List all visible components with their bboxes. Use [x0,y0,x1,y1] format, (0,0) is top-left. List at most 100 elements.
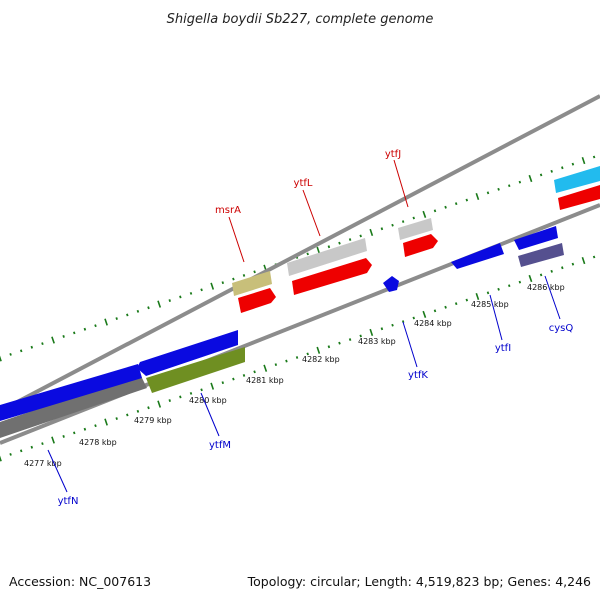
gene-label-ytfJ: ytfJ [385,149,401,160]
inner-tick [83,427,87,431]
leader-ytfL [302,189,321,237]
inner-tick [592,255,596,259]
outer-tick [327,245,331,249]
gene-darkgrey-block [0,374,147,438]
tick-label-4279: 4279 kbp [134,416,172,425]
gene-cyan-block [554,166,600,193]
inner-tick [581,257,586,265]
outer-tick [253,270,256,274]
outer-tick [200,288,203,292]
inner-tick [327,345,331,349]
outer-tick [126,313,129,317]
inner-tick [561,266,564,270]
tick-label-4280: 4280 kbp [189,396,227,405]
gene-label-ytfN: ytfN [58,496,79,507]
label-leaders [47,159,561,493]
outer-tick [592,155,596,159]
inner-tick [115,417,118,420]
cds-ytfI [451,243,504,269]
outer-tick [19,349,23,353]
inner-tick [518,280,522,284]
inner-tick [338,341,341,345]
cds-forward-edge [558,185,600,210]
outer-tick [465,198,469,202]
outer-tick [454,202,458,206]
outer-tick [561,166,564,170]
outer-tick [242,274,246,277]
inner-tick [391,323,394,327]
tick-label-4282: 4282 kbp [302,355,340,364]
outer-tick [73,331,76,335]
outer-tick [0,355,2,362]
outer-tick [51,336,55,344]
inner-tick [486,291,490,295]
cds-ytfK [383,276,399,292]
outer-tick [550,169,553,173]
outer-tick [412,216,415,220]
outer-tick [444,205,447,209]
outer-tick [210,282,215,290]
tick-label-4281: 4281 kbp [246,376,284,385]
inner-tick [412,316,415,320]
leader-ytfN [47,449,68,493]
inner-tick [51,436,55,444]
leader-ytfI [489,294,503,341]
map-title: Shigella boydii Sb227, complete genome [167,12,434,27]
inner-tick [497,287,500,291]
gene-labels: msrA ytfL ytfJ ytfN ytfM ytfK ytfI cysQ [58,149,574,507]
outer-tick [497,187,500,191]
outer-tick [41,342,44,346]
outer-tick [147,306,150,310]
gene-cysQ-slate [518,243,564,267]
inner-tick [210,382,215,390]
leader-ytfJ [393,159,409,208]
gene-label-ytfM: ytfM [209,440,231,451]
inner-tick [475,292,480,301]
inner-tick [285,359,288,363]
reverse-features [0,226,564,438]
outer-tick [518,180,522,184]
inner-tick [316,346,321,354]
inner-tick [454,302,458,306]
leader-ytfK [402,321,418,368]
inner-tick [306,352,309,356]
inner-tick [539,273,543,277]
inner-tick [147,406,150,410]
outer-tick [232,277,235,281]
cds-ytfM [137,330,238,376]
inner-tick [136,409,140,413]
outer-tick [189,291,193,295]
inner-tick [30,445,34,449]
gene-ytfL-grey [287,238,367,276]
inner-tick [348,338,352,341]
outer-tick [433,209,437,213]
scale-tick-labels: 4277 kbp 4278 kbp 4279 kbp 4280 kbp 4281… [24,283,565,468]
outer-tick [30,345,34,349]
inner-tick [189,391,193,395]
outer-tick [316,246,321,254]
cds-ytfL [292,258,372,295]
inner-tick [0,455,2,462]
cds-ytfJ [403,234,438,257]
inner-tick [550,269,553,273]
gene-ytfM-green [146,347,245,393]
outer-tick [475,192,480,201]
inner-tick [9,452,12,456]
outer-tick [359,234,362,238]
gene-label-cysQ: cysQ [549,323,574,334]
inner-tick [571,262,575,266]
tick-label-4283: 4283 kbp [358,337,396,346]
leader-msrA [228,216,245,263]
gene-label-msrA: msrA [215,205,241,216]
inner-tick [179,395,182,399]
outer-tick [104,318,108,326]
gene-ytfJ-grey [398,218,433,240]
outer-tick [62,335,65,338]
inner-tick [232,377,235,381]
gene-msrA-olive [232,271,272,296]
inner-tick [359,334,362,338]
leader-ytfM [200,392,220,437]
inner-tick [221,381,225,385]
tick-label-4286: 4286 kbp [527,283,565,292]
outer-tick [221,281,225,285]
